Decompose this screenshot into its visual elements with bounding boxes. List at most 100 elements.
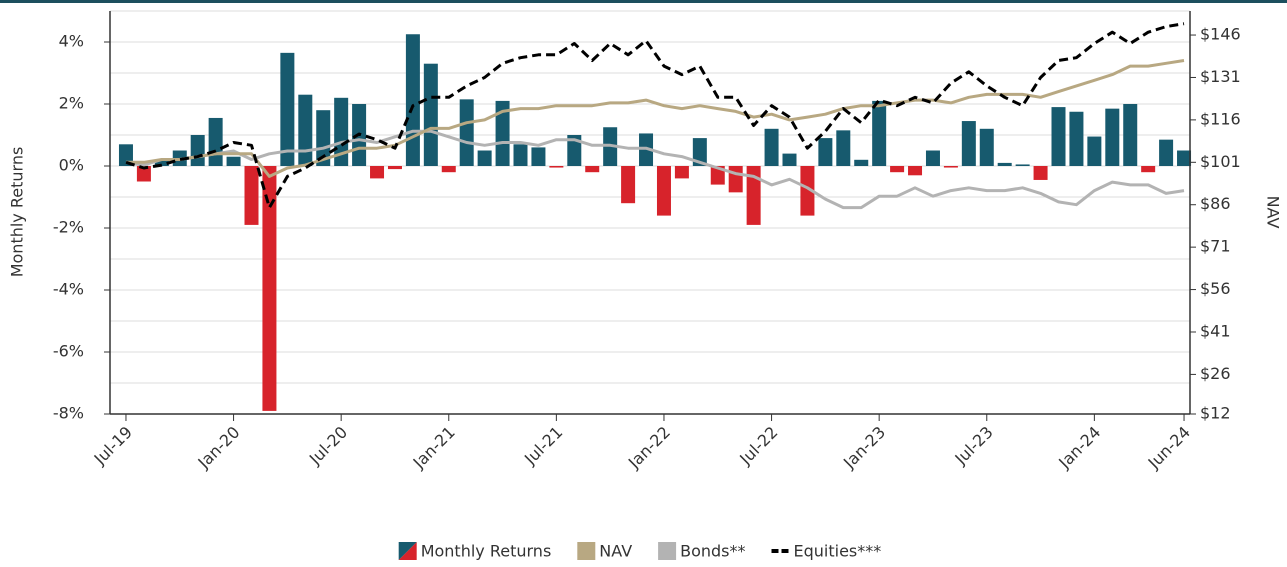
bar [1105,108,1120,166]
y-tick-label: 0% [59,156,84,175]
x-tick-label: Jan-21 [409,423,459,473]
bar [979,128,994,166]
y-axis-label: Monthly Returns [8,147,27,278]
bar [764,128,779,166]
bar [854,159,869,166]
bar [1123,104,1138,166]
bar [316,110,331,166]
y2-tick-label: $116 [1200,109,1241,128]
bar [298,94,313,166]
y2-tick-label: $146 [1200,25,1241,44]
bar [208,117,223,166]
x-tick-label: Jan-20 [194,423,244,473]
bar [262,166,277,411]
bar [890,166,905,173]
bar [405,34,420,166]
bar [692,138,707,166]
x-tick-label: Jun-24 [1144,423,1194,473]
y2-tick-label: $101 [1200,152,1241,171]
bar [118,144,133,166]
bar [370,166,385,179]
bar [674,166,689,179]
bar [746,166,761,225]
bar [1177,150,1192,166]
bar [1015,164,1030,166]
y2-tick-label: $41 [1200,321,1231,340]
legend-swatch [658,542,677,560]
bar [782,153,797,166]
bar [280,52,295,166]
legend-item: Monthly Returns [398,542,552,561]
line-series [125,22,1185,210]
bar [1087,136,1102,166]
bar [244,166,259,225]
bar [943,166,958,168]
bar [190,135,205,166]
y2-tick-label: $26 [1200,364,1231,383]
x-tick-label: Jul-19 [90,423,136,469]
top-border [0,0,1287,3]
legend-label: NAV [599,542,632,561]
y2-tick-label: $71 [1200,237,1231,256]
y2-tick-label: $86 [1200,194,1231,213]
bar [459,99,474,166]
bar [387,166,402,170]
bar [728,166,743,193]
bar [1141,166,1156,173]
bar [836,130,851,166]
legend-label: Equities*** [794,542,882,561]
bar [1051,107,1066,166]
bar [226,156,241,166]
bar [621,166,636,204]
legend-label: Monthly Returns [421,542,552,561]
bar [531,147,546,166]
bar [136,166,151,182]
y-tick-label: -4% [53,280,84,299]
bar [585,166,600,173]
x-tick-label: Jul-20 [305,423,351,469]
y-tick-label: -8% [53,404,84,423]
bar [1069,111,1084,166]
y-tick-label: -2% [53,218,84,237]
legend: Monthly Returns NAV Bonds** Equities*** [398,542,882,561]
bar [1159,139,1174,166]
y-tick-label: 4% [59,32,84,51]
x-tick-label: Jan-22 [624,423,674,473]
bar [925,150,940,166]
bar [872,100,887,166]
x-tick-label: Jul-21 [520,423,566,469]
y2-tick-label: $56 [1200,279,1231,298]
bar [1033,166,1048,180]
legend-swatch [577,542,596,560]
y-tick-label: -6% [53,342,84,361]
y2-tick-label: $131 [1200,67,1241,86]
bar [495,100,510,166]
legend-label: Bonds** [680,542,745,561]
bar [818,138,833,166]
legend-swatch [398,542,417,560]
axes: -8% -6% -4% -2% 0% 2% 4% $12 $26 $41 $56 $71 $86 $101… [53,11,1241,473]
bar [961,121,976,166]
y2-axis-label: NAV [1264,196,1283,229]
bar [656,166,671,216]
y2-tick-label: $12 [1200,404,1231,423]
bar [908,166,923,176]
line-series [126,59,1185,178]
bar [800,166,815,216]
bar [154,159,169,166]
legend-item: NAV [577,542,632,561]
legend-item: Equities*** [771,542,882,561]
x-tick-label: Jan-23 [839,423,889,473]
bar [997,162,1012,166]
bar [423,63,438,167]
bar [477,150,492,166]
bar [513,144,528,166]
x-tick-label: Jul-22 [735,423,781,469]
x-tick-label: Jul-23 [951,423,997,469]
bar [567,135,582,166]
x-tick-label: Jan-24 [1054,423,1104,473]
legend-item: Bonds** [658,542,746,561]
bar [549,166,564,168]
bar [441,166,456,173]
